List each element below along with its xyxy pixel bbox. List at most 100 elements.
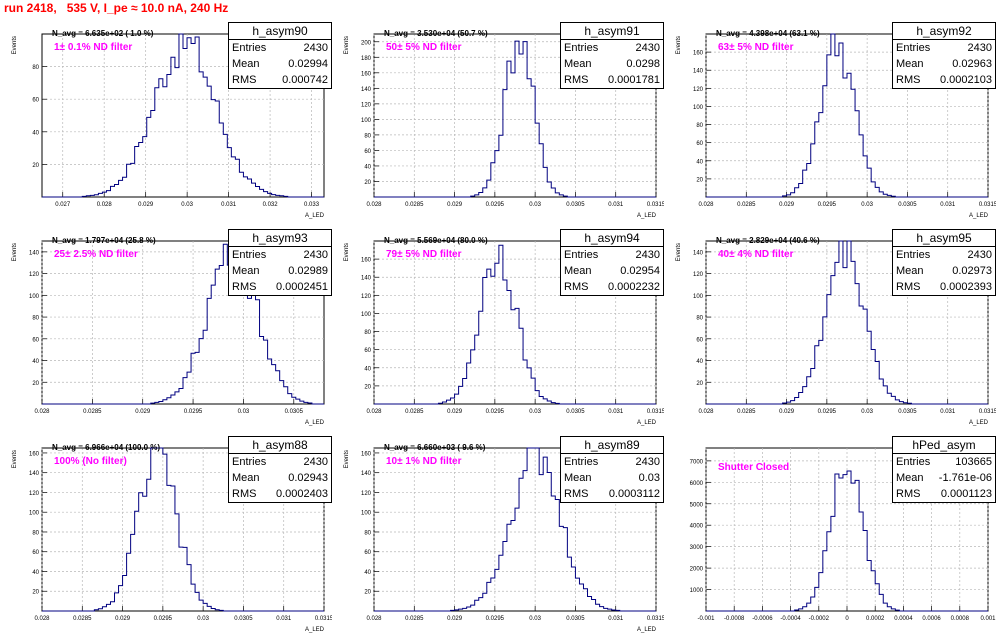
filter-note: 25± 2.5% ND filter	[54, 249, 138, 260]
stats-value-rms: 0.0002232	[608, 281, 660, 293]
histogram-name: h_asym90	[229, 23, 331, 40]
stats-value-rms: 0.000742	[282, 74, 328, 86]
x-axis-title: A_LED	[305, 213, 325, 219]
stats-row-entries: Entries 2430	[893, 247, 995, 263]
x-tick-label: 0.03	[529, 202, 541, 208]
x-tick-label: -0.0002	[809, 616, 830, 622]
x-tick-label: 0.0305	[285, 409, 304, 415]
stats-label: Entries	[896, 42, 931, 54]
histogram-outline	[42, 33, 324, 198]
histogram-panel-h_asym93: 20 40 60 80 100 120 140 0.028 0.0285 0.029 0.0295 0…	[0, 223, 332, 430]
stats-label: Mean	[564, 265, 592, 277]
run-title: run 2418, 535 V, I_pe ≈ 10.0 nA, 240 Hz	[4, 1, 229, 15]
stats-value-rms: 0.0001123	[940, 488, 992, 500]
stats-label: RMS	[896, 488, 921, 500]
y-tick-label: 80	[32, 316, 39, 322]
x-tick-label: 0.031	[608, 202, 624, 208]
x-tick-label: 0.029	[447, 202, 463, 208]
stats-row-entries: Entries 2430	[229, 40, 331, 56]
x-tick-label: 0.029	[779, 409, 795, 415]
x-tick-label: 0.0305	[566, 616, 585, 622]
navg-label: N_avg = 1.797e+04 (25.8 %)	[52, 236, 156, 245]
stats-row-entries: Entries 2430	[561, 247, 663, 263]
y-tick-label: 120	[693, 87, 704, 93]
x-tick-label: 0.027	[55, 202, 71, 208]
stats-row-mean: Mean 0.02943	[229, 470, 331, 486]
stats-label: Mean	[564, 58, 592, 70]
y-tick-label: 120	[361, 491, 372, 497]
y-tick-label: 140	[361, 276, 372, 282]
x-tick-label: 0.029	[135, 409, 151, 415]
stats-box: h_asym91 Entries 2430 Mean 0.0298 RMS 0.000178…	[560, 22, 664, 89]
stats-value-rms: 0.0002451	[276, 281, 328, 293]
x-tick-label: 0.033	[304, 202, 320, 208]
stats-row-mean: Mean 0.03	[561, 470, 663, 486]
stats-label: Entries	[232, 42, 267, 54]
x-tick-label: 0.03	[529, 616, 541, 622]
x-tick-label: 0.0285	[405, 202, 424, 208]
histogram-svg: 1000 2000 3000 4000 5000 6000 7000 -0.001 -0.000…	[690, 447, 996, 622]
x-tick-label: 0.001	[980, 616, 996, 622]
navg-label: N_avg = 2.829e+04 (40.6 %)	[716, 236, 820, 245]
x-tick-label: 0.0295	[184, 409, 203, 415]
x-tick-label: 0.0305	[234, 616, 253, 622]
y-tick-label: 120	[361, 102, 372, 108]
histogram-outline	[42, 447, 324, 612]
stats-value-mean: 0.02973	[952, 265, 992, 277]
stats-row-mean: Mean 0.02973	[893, 263, 995, 279]
x-tick-label: 0.0315	[647, 616, 664, 622]
x-tick-label: 0.029	[115, 616, 131, 622]
stats-label: Mean	[896, 472, 924, 484]
y-tick-label: 1000	[690, 588, 704, 594]
y-tick-label: 100	[29, 294, 40, 300]
histogram-outline	[706, 33, 988, 198]
filter-note: 50± 5% ND filter	[386, 42, 462, 53]
stats-value-mean: 0.02963	[952, 58, 992, 70]
y-tick-label: 40	[696, 159, 703, 165]
y-tick-label: 140	[29, 471, 40, 477]
stats-box: hPed_asym Entries 103665 Mean -1.761e-06 RMS 0…	[892, 436, 996, 503]
x-tick-label: 0.028	[698, 409, 714, 415]
y-tick-label: 60	[32, 98, 39, 104]
stats-row-rms: RMS 0.0002393	[893, 279, 995, 295]
y-tick-label: 6000	[690, 481, 704, 487]
histogram-panel-hPed_asym: 1000 2000 3000 4000 5000 6000 7000 -0.001 -0.000…	[664, 430, 996, 637]
histogram-outline	[42, 240, 324, 405]
y-tick-label: 60	[364, 348, 371, 354]
y-tick-label: 120	[29, 491, 40, 497]
stats-value-entries: 2430	[967, 42, 992, 54]
x-tick-label: 0.03	[529, 409, 541, 415]
x-tick-label: 0.0285	[737, 202, 756, 208]
stats-value-rms: 0.0002393	[940, 281, 992, 293]
x-tick-label: 0.028	[34, 409, 50, 415]
stats-row-mean: Mean 0.0298	[561, 56, 663, 72]
histogram-outline	[706, 470, 988, 612]
y-axis-title: Events	[676, 243, 682, 261]
x-axis-title: A_LED	[969, 213, 989, 219]
stats-label: RMS	[896, 74, 921, 86]
x-tick-label: 0.0315	[315, 616, 332, 622]
x-tick-label: 0.028	[97, 202, 113, 208]
stats-value-mean: 0.02994	[288, 58, 328, 70]
y-tick-label: 40	[32, 130, 39, 136]
x-tick-label: 0.031	[276, 616, 292, 622]
histogram-svg: 20 40 60 80 100 120 140 0.028 0.0285 0.029 0.0295 0…	[12, 240, 325, 426]
x-tick-label: -0.0004	[780, 616, 801, 622]
y-tick-label: 140	[29, 250, 40, 256]
stats-value-mean: 0.02943	[288, 472, 328, 484]
y-tick-label: 80	[364, 133, 371, 139]
stats-value-entries: 103665	[955, 456, 992, 468]
y-tick-label: 40	[364, 570, 371, 576]
navg-label: N_avg = 3.530e+04 (50.7 %)	[384, 29, 488, 38]
stats-label: RMS	[232, 74, 257, 86]
y-tick-label: 80	[364, 330, 371, 336]
stats-label: Mean	[564, 472, 592, 484]
y-tick-label: 60	[364, 149, 371, 155]
y-tick-label: 40	[32, 359, 39, 365]
y-tick-label: 20	[364, 384, 371, 390]
x-tick-label: 0.032	[263, 202, 279, 208]
x-tick-label: 0.029	[447, 616, 463, 622]
y-tick-label: 60	[32, 550, 39, 556]
x-axis-title: A_LED	[969, 420, 989, 426]
x-tick-label: 0.03	[197, 616, 209, 622]
